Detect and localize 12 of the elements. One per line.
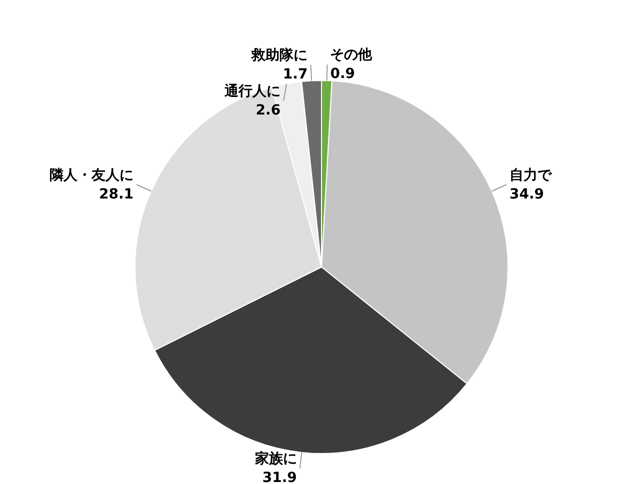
slice-label: 自力で: [509, 167, 552, 184]
slice-label: 隣人・友人に: [50, 167, 134, 184]
data-label: 31.9: [262, 470, 297, 484]
data-label: 2.6: [256, 102, 281, 118]
data-label: 1.7: [282, 66, 308, 82]
data-label: 28.1: [98, 186, 134, 202]
data-label: 0.9: [330, 66, 356, 82]
slice-label: 家族に: [254, 450, 297, 467]
slice-label: 通行人に: [224, 82, 281, 100]
slice-label: その他: [330, 47, 374, 64]
data-label: 34.9: [509, 186, 544, 202]
slice-label: 救助隊に: [250, 46, 308, 64]
